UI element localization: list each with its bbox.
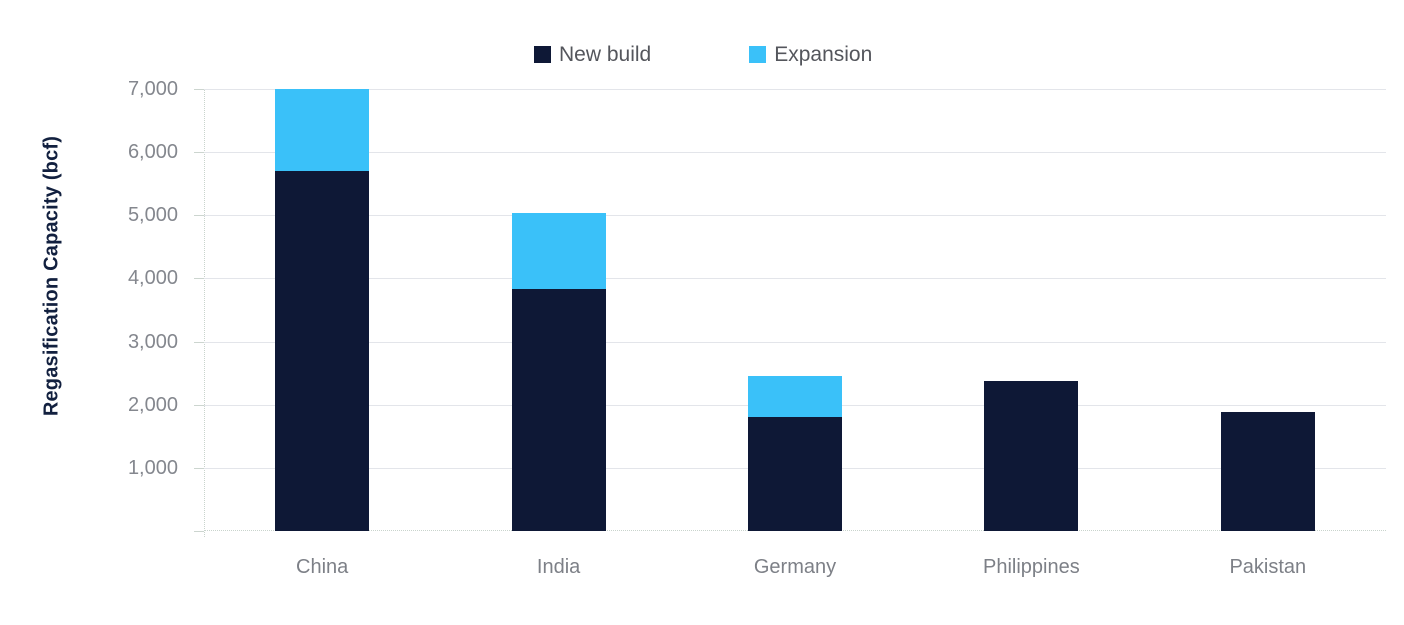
legend-item-new-build: New build <box>534 44 651 65</box>
y-tick-label-3000: 3,000 <box>127 330 178 353</box>
legend-item-expansion: Expansion <box>749 44 872 65</box>
bar-segment-germany-expansion <box>748 375 842 417</box>
legend: New build Expansion <box>534 44 872 65</box>
y-tick-label-1000: 1,000 <box>127 456 178 479</box>
y-tick-label-2000: 2,000 <box>127 393 178 416</box>
y-axis-tick-1000 <box>194 467 204 469</box>
y-axis-tick-5000 <box>194 215 204 217</box>
legend-swatch-expansion <box>749 46 767 63</box>
bar-segment-china-new-build <box>275 171 370 531</box>
y-axis-tick-0 <box>194 531 204 532</box>
gridline-4000 <box>204 278 1386 280</box>
y-axis-tick-4000 <box>194 278 204 280</box>
y-axis-tick-3000 <box>194 341 204 343</box>
x-tick-label-philippines: Philippines <box>983 556 1080 578</box>
legend-label: Expansion <box>774 43 873 66</box>
legend-swatch-new-build <box>534 46 551 63</box>
bar-philippines <box>984 381 1079 531</box>
gridline-7000 <box>204 89 1386 90</box>
y-axis-tick-2000 <box>194 404 204 406</box>
bar-segment-china-expansion <box>275 89 370 172</box>
x-tick-label-china: China <box>296 556 349 578</box>
bar-segment-germany-new-build <box>748 416 842 531</box>
bar-segment-pakistan-new-build <box>1220 412 1315 531</box>
y-tick-label-7000: 7,000 <box>127 78 178 100</box>
bar-germany <box>748 375 842 531</box>
bar-china <box>275 89 370 531</box>
bar-segment-india-expansion <box>511 213 606 290</box>
y-axis-title: Regasification Capacity (bcf) <box>40 135 63 417</box>
bar-segment-india-new-build <box>511 289 606 531</box>
y-tick-label-5000: 5,000 <box>127 204 178 227</box>
x-tick-label-germany: Germany <box>753 556 837 578</box>
x-tick-label-india: India <box>536 556 581 578</box>
plot-area: 1,000 2,000 3,000 4,000 5,000 6,000 7,000 China… <box>128 78 1386 578</box>
bar-segment-philippines-new-build <box>984 381 1079 531</box>
x-tick-label-pakistan: Pakistan <box>1229 556 1307 578</box>
gridline-5000 <box>204 215 1386 217</box>
gridline-3000 <box>204 341 1386 343</box>
bar-india <box>511 213 606 531</box>
y-tick-label-6000: 6,000 <box>127 141 178 164</box>
y-axis-line <box>204 89 205 537</box>
y-axis-tick-6000 <box>194 152 204 154</box>
y-axis-tick-7000 <box>194 89 204 90</box>
gridline-6000 <box>204 152 1386 154</box>
y-tick-label-4000: 4,000 <box>127 267 178 290</box>
legend-label: New build <box>559 43 652 66</box>
bar-pakistan <box>1220 412 1315 531</box>
